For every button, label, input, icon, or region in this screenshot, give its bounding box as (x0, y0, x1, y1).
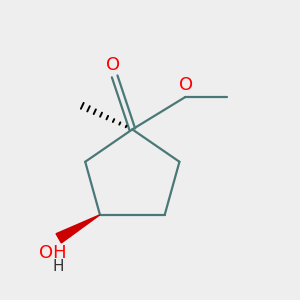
Text: O: O (106, 56, 120, 74)
Text: O: O (179, 76, 194, 94)
Text: OH: OH (39, 244, 67, 262)
Text: H: H (53, 259, 64, 274)
Polygon shape (56, 215, 100, 243)
